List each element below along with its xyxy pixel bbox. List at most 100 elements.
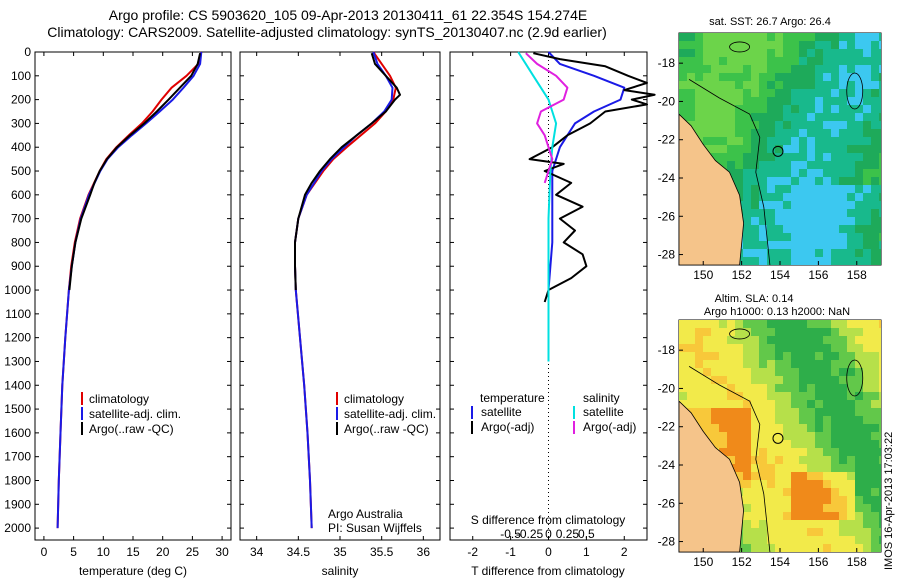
map-cell [807,201,815,209]
map-cell [879,249,881,257]
map-cell [703,336,711,344]
map-cell [815,528,823,536]
series-line-salinity-argo-adj- [525,52,569,184]
map-cell [823,241,831,249]
map-cell [855,344,863,352]
map-cell [847,217,855,225]
map-cell [839,73,847,81]
map-cell [783,320,791,328]
x-tick-label-salinity: 0.5 [578,527,595,541]
map-cell [743,472,751,480]
map-cell [783,384,791,392]
map-cell [751,472,759,480]
map-cell [751,169,759,177]
x-tick-label: 2 [621,545,628,559]
map-cell [711,416,719,424]
map-cell [775,97,783,105]
map-cell [783,81,791,89]
map-cell [719,129,727,137]
map-cell [767,217,775,225]
map-cell [719,137,727,145]
map-cell [815,121,823,129]
figure-title-line-1: Argo profile: CS 5903620_105 09-Apr-2013… [109,7,587,23]
map-cell [791,65,799,73]
map-cell [831,105,839,113]
map-cell [703,97,711,105]
map-cell [743,392,751,400]
map-cell [751,544,759,552]
map-cell [711,81,719,89]
map-cell [679,376,687,384]
map-cell [751,320,759,328]
map-cell [807,344,815,352]
map-cell [831,544,839,552]
map-cell [751,424,759,432]
map-cell [743,440,751,448]
map-cell [775,193,783,201]
map-cell [767,360,775,368]
map-cell [799,328,807,336]
map-cell [839,241,847,249]
map-cell [783,536,791,544]
map-cell [695,65,703,73]
x-tick-label: 35 [333,545,347,559]
map-cell [879,177,881,185]
map-cell [743,233,751,241]
map-cell [799,201,807,209]
x-tick-label: 30 [215,545,229,559]
map-cell [711,336,719,344]
map-y-tick-label: -22 [658,420,676,434]
series-line-salinity-satellite [517,51,558,362]
map-cell [767,480,775,488]
map-cell [847,488,855,496]
map-cell [807,153,815,161]
map-cell [775,448,783,456]
map-cell [879,544,881,552]
map-cell [719,320,727,328]
map-cell [759,464,767,472]
map-cell [783,217,791,225]
map-cell [711,129,719,137]
map-cell [775,344,783,352]
map-cell [855,49,863,57]
map-cell [815,480,823,488]
y-tick-label: 800 [11,235,31,249]
map-cell [743,113,751,121]
map-cell [855,33,863,41]
map-cell [847,81,855,89]
map-cell [839,153,847,161]
map-cell [839,400,847,408]
series-line-temperature-satellite [547,51,626,362]
map-cell [743,344,751,352]
map-cell [735,161,743,169]
map-cell [775,241,783,249]
map-cell [871,121,879,129]
map-cell [863,424,871,432]
map-cell [767,41,775,49]
map-cell [815,416,823,424]
map-cell [711,137,719,145]
map-cell [711,105,719,113]
map-cell [871,113,879,121]
map-cell [871,137,879,145]
map-cell [687,368,695,376]
map-cell [775,249,783,257]
map-cell [807,137,815,145]
map-cell [759,49,767,57]
map-cell [831,528,839,536]
map-cell [751,328,759,336]
map-cell [871,464,879,472]
x-tick-label: 34.5 [287,545,311,559]
map-cell [815,320,823,328]
map-cell [687,384,695,392]
map-cell [799,424,807,432]
map-cell [703,352,711,360]
map-cell [839,376,847,384]
x-tick-label: 35.5 [370,545,394,559]
map-cell [687,320,695,328]
map-cell [727,161,735,169]
map-cell [783,392,791,400]
map-cell [735,145,743,153]
map-cell [847,241,855,249]
map-cell [759,153,767,161]
